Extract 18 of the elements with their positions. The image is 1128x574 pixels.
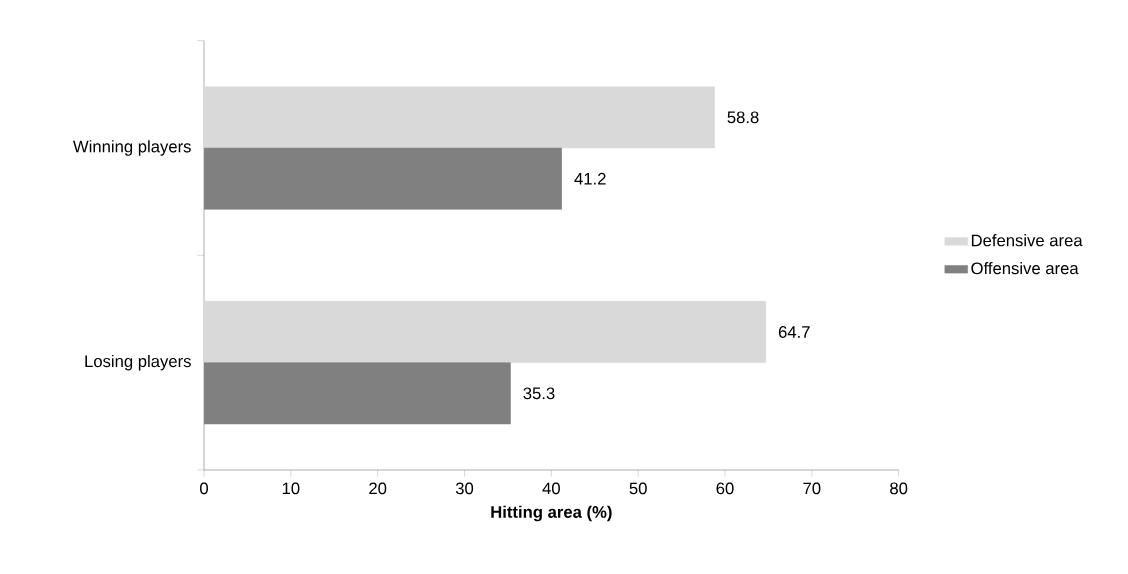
x-tick-label: 10 (282, 482, 300, 495)
y-tick-label: Winning players (73, 140, 191, 156)
data-label: 64.7 (778, 326, 810, 338)
x-tick-label: 30 (455, 482, 474, 495)
x-tick-label: 60 (716, 482, 734, 495)
x-tick-label: 20 (369, 482, 387, 495)
legend-label: Offensive area (971, 261, 1079, 275)
x-tick-label: 50 (629, 482, 647, 495)
x-tick-label: 80 (890, 482, 908, 495)
y-tick-label: Losing players (85, 354, 191, 371)
x-axis-title: Hitting area (%) (491, 505, 612, 522)
data-label: 41.2 (574, 172, 606, 185)
x-tick-label: 70 (803, 482, 821, 495)
data-label: 58.8 (727, 111, 759, 124)
legend-label: Defensive area (971, 234, 1083, 247)
x-tick-label: 40 (542, 482, 560, 495)
data-label: 35.3 (523, 387, 555, 400)
x-tick-label: 0 (200, 482, 208, 495)
